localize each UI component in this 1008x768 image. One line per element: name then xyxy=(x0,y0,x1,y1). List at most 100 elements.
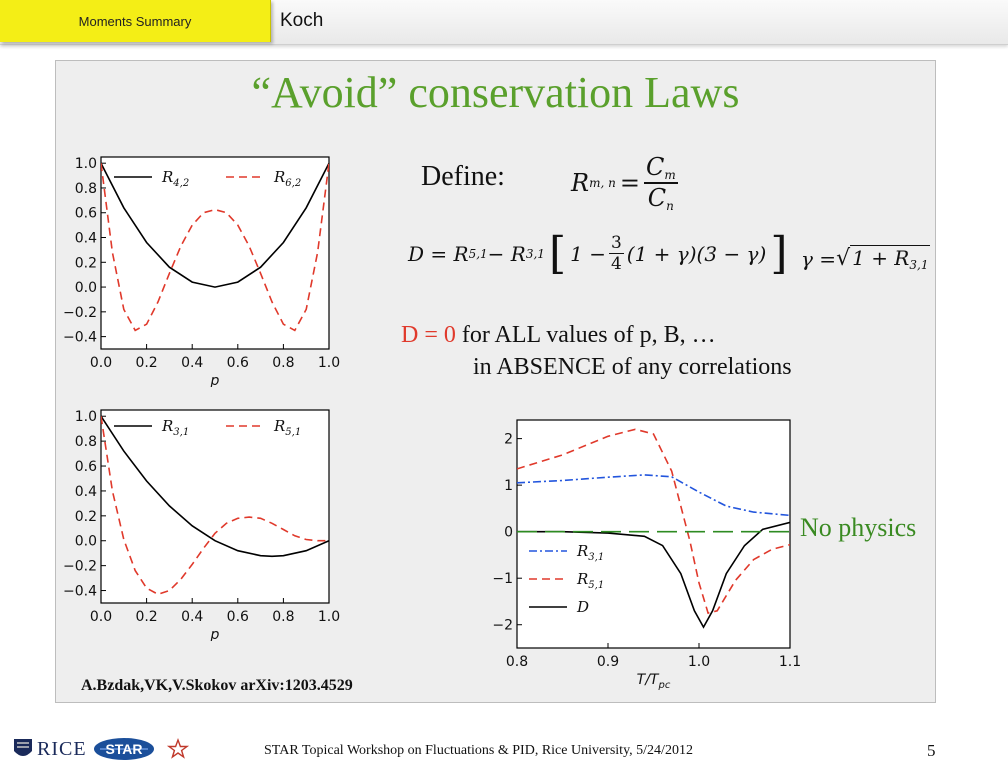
plot-frame xyxy=(100,409,330,604)
footer-text: STAR Topical Workshop on Fluctuations & … xyxy=(264,743,693,758)
y-tick-label: 0.6 xyxy=(75,459,97,475)
y-tick-label: 0.8 xyxy=(75,181,97,197)
ratio-den-sub: n xyxy=(666,199,674,213)
no-physics-label: No physics xyxy=(800,513,917,542)
plot-r42-r62: 0.0 0.2 0.4 0.6 0.8 1.0 1.0 0.8 0.6 0.4 0.2 0.0 −0.2… xyxy=(63,156,340,387)
x-tick-label: 0.0 xyxy=(90,355,112,371)
y-tick-label: 0.0 xyxy=(75,534,97,550)
top-bar: Moments Summary Koch xyxy=(0,0,1008,45)
series-line xyxy=(517,474,790,517)
legend-label: D xyxy=(576,598,589,616)
citation: A.Bzdak,VK,V.Skokov arXiv:1203.4529 xyxy=(81,677,353,694)
y-tick-label: 0.6 xyxy=(75,206,97,222)
plot-frame xyxy=(516,419,791,649)
x-axis-label: p xyxy=(210,627,220,641)
d-formula: D = R 5,1 − R 3,1 [ 1 − 3 4 (1 + γ)(3 − γ)… xyxy=(408,227,788,279)
page-number: 5 xyxy=(927,741,936,760)
rice-logo: RICE xyxy=(12,736,92,762)
x-tick-label: 1.0 xyxy=(318,609,340,625)
x-tick-label: 1.0 xyxy=(318,355,340,371)
series-line xyxy=(517,428,790,615)
star-logo-graphic: STAR xyxy=(94,737,190,760)
gamma-inside: 1 + R xyxy=(852,246,910,270)
x-tick-label: 0.9 xyxy=(597,654,619,670)
x-tick-label: 0.8 xyxy=(272,355,294,371)
legend-label-sub: 4,2 xyxy=(172,178,189,189)
d-formula-c: 1 − xyxy=(570,241,606,266)
y-tick-label: 0.0 xyxy=(75,280,97,296)
y-tick-label: −2 xyxy=(492,618,513,634)
legend-label-sub: 3,1 xyxy=(173,427,189,438)
y-tick-label: −1 xyxy=(492,571,513,587)
x-axis-label-sub: pc xyxy=(657,680,670,691)
series-line xyxy=(101,415,329,558)
x-tick-label: 0.2 xyxy=(135,609,157,625)
ratio-lhs-sub: m, n xyxy=(589,176,616,190)
series-line xyxy=(517,521,790,629)
series-line xyxy=(101,162,329,288)
legend-label-sub: 3,1 xyxy=(588,552,604,563)
d-frac-den: 4 xyxy=(610,254,622,274)
gamma-lhs: γ = xyxy=(801,246,837,271)
plot-r31-r51: 0.0 0.2 0.4 0.6 0.8 1.0 1.0 0.8 0.6 0.4 0.2 0.0 −0.2… xyxy=(63,409,340,641)
y-tick-label: 0.4 xyxy=(75,231,97,247)
author-label: Koch xyxy=(280,10,324,31)
ratio-num: C xyxy=(645,153,665,181)
d-formula-a: D = R xyxy=(408,241,469,266)
ratio-num-sub: m xyxy=(664,168,676,182)
ratio-den: C xyxy=(647,184,667,212)
y-tick-label: 0.4 xyxy=(75,484,97,500)
section-tab[interactable]: Moments Summary xyxy=(0,0,271,42)
x-tick-label: 1.0 xyxy=(688,654,710,670)
y-tick-label: 2 xyxy=(504,432,513,448)
d-formula-b: − R xyxy=(487,241,526,266)
plot-frame xyxy=(100,156,330,350)
d-formula-sub-a: 5,1 xyxy=(468,246,488,261)
legend-label-sub: 5,1 xyxy=(588,580,604,591)
rice-shield-icon xyxy=(14,739,32,756)
y-tick-label: −0.4 xyxy=(63,584,97,600)
series-line xyxy=(101,163,329,332)
d-frac-num: 3 xyxy=(608,233,624,254)
x-tick-label: 0.4 xyxy=(181,609,203,625)
y-tick-label: 0 xyxy=(504,525,513,541)
d-formula-sub-b: 3,1 xyxy=(525,246,545,261)
y-tick-label: −0.2 xyxy=(63,305,97,321)
legend-label-sub: 5,1 xyxy=(285,427,301,438)
d-formula-d: (1 + γ)(3 − γ) xyxy=(626,241,767,266)
x-tick-label: 0.8 xyxy=(272,609,294,625)
x-tick-label: 0.2 xyxy=(135,355,157,371)
rice-logo-text: RICE xyxy=(37,737,87,760)
footer: RICE STAR STAR Topical Workshop on Fluct… xyxy=(0,730,1008,768)
y-tick-label: 0.8 xyxy=(75,434,97,450)
x-axis-label: T/Tpc xyxy=(637,672,671,691)
x-tick-label: 0.8 xyxy=(506,654,528,670)
statement-line2: in ABSENCE of any correlations xyxy=(473,354,792,380)
y-tick-label: −0.2 xyxy=(63,559,97,575)
x-axis-label: p xyxy=(210,373,220,387)
y-tick-label: 1.0 xyxy=(75,156,97,172)
star-logo: STAR xyxy=(92,735,192,763)
x-tick-label: 0.0 xyxy=(90,609,112,625)
x-tick-label: 1.1 xyxy=(779,654,801,670)
y-tick-label: 0.2 xyxy=(75,255,97,271)
x-tick-label: 0.4 xyxy=(181,355,203,371)
gamma-inside-sub: 3,1 xyxy=(909,258,929,272)
define-label: Define: xyxy=(421,161,505,192)
y-tick-label: 0.2 xyxy=(75,509,97,525)
x-tick-label: 0.6 xyxy=(227,355,249,371)
ratio-lhs: R xyxy=(571,169,590,197)
legend-label-sub: 6,2 xyxy=(285,178,301,189)
star-logo-text: STAR xyxy=(105,741,142,757)
y-tick-label: 1 xyxy=(504,478,513,494)
y-tick-label: −0.4 xyxy=(63,330,97,346)
section-tab-label: Moments Summary xyxy=(78,13,192,29)
x-tick-label: 0.6 xyxy=(227,609,249,625)
y-tick-label: 1.0 xyxy=(75,409,97,425)
statement: D = 0 for ALL values of p, B, … in ABSEN… xyxy=(401,319,792,383)
statement-d-zero: D = 0 xyxy=(401,322,456,348)
gamma-formula: γ = √ 1 + R3,1 xyxy=(801,245,931,272)
